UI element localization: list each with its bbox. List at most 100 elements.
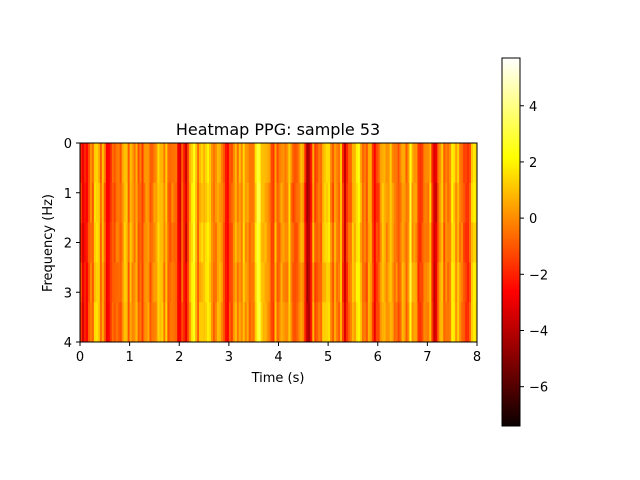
heatmap-cell: [475, 262, 478, 303]
heatmap-cell: [423, 302, 426, 343]
heatmap-cell: [89, 262, 93, 303]
heatmap-cell: [258, 222, 261, 263]
heatmap-cell: [288, 302, 291, 343]
heatmap-cell: [183, 302, 186, 343]
heatmap-cell: [381, 262, 385, 303]
heatmap-cell: [238, 143, 242, 184]
y-tick-label: 2: [64, 237, 72, 252]
heatmap-cell: [276, 302, 279, 343]
heatmap-cell: [439, 222, 442, 263]
heatmap-cell: [248, 302, 252, 343]
heatmap-cell: [89, 302, 93, 343]
heatmap-cell: [220, 182, 224, 223]
heatmap-cell: [147, 222, 150, 263]
heatmap-cell: [99, 262, 103, 303]
heatmap-cell: [373, 182, 377, 223]
heatmap-cell: [173, 182, 176, 223]
heatmap-cell: [300, 182, 303, 223]
heatmap-cell: [222, 222, 226, 263]
heatmap-cell: [377, 222, 381, 263]
heatmap-cell: [216, 262, 220, 303]
heatmap-cell: [367, 262, 371, 303]
heatmap-cell: [175, 262, 178, 303]
heatmap-cell: [177, 222, 180, 263]
heatmap-cell: [209, 262, 212, 303]
heatmap-cell: [359, 222, 363, 263]
heatmap-cell: [145, 143, 148, 184]
heatmap-cell: [105, 262, 109, 303]
heatmap-cell: [449, 302, 452, 343]
heatmap-cell: [240, 302, 244, 343]
heatmap-cell: [314, 262, 317, 303]
heatmap-cell: [107, 143, 111, 184]
heatmap-cell: [365, 262, 369, 303]
heatmap-cell: [340, 302, 343, 343]
heatmap-cell: [451, 143, 454, 184]
heatmap-cell: [220, 143, 224, 184]
heatmap-cell: [473, 143, 476, 184]
heatmap-cell: [310, 182, 313, 223]
heatmap-cell: [443, 262, 446, 303]
heatmap-cell: [127, 182, 130, 223]
heatmap-cell: [218, 143, 222, 184]
heatmap-cell: [228, 302, 232, 343]
heatmap-cell: [342, 182, 345, 223]
heatmap-cell: [278, 262, 281, 303]
heatmap-cell: [80, 302, 83, 343]
heatmap-cell: [347, 262, 351, 303]
heatmap-cell: [294, 262, 297, 303]
heatmap-cell: [258, 143, 261, 184]
heatmap-cell: [302, 182, 305, 223]
heatmap-cell: [459, 182, 462, 223]
heatmap-cell: [286, 143, 289, 184]
heatmap-cell: [143, 222, 146, 263]
heatmap-cell: [397, 143, 400, 184]
heatmap-cell: [357, 143, 361, 184]
heatmap-cell: [238, 222, 242, 263]
heatmap-cell: [302, 302, 305, 343]
heatmap-cell: [266, 262, 269, 303]
heatmap-cell: [312, 262, 315, 303]
heatmap-cell: [143, 302, 146, 343]
heatmap-cell: [421, 143, 424, 184]
heatmap-cell: [363, 143, 367, 184]
heatmap-cell: [232, 222, 236, 263]
heatmap-cell: [411, 222, 414, 263]
heatmap-cell: [173, 222, 176, 263]
colorbar-tick-label: 0: [529, 212, 537, 227]
heatmap-cell: [123, 143, 126, 184]
heatmap-cell: [137, 182, 140, 223]
heatmap-cell: [226, 262, 230, 303]
heatmap-cell: [338, 182, 341, 223]
heatmap-cell: [383, 143, 386, 184]
heatmap-cell: [447, 182, 450, 223]
heatmap-cell: [197, 182, 200, 223]
heatmap-cell: [240, 182, 244, 223]
heatmap-cell: [340, 182, 343, 223]
heatmap-cell: [109, 182, 113, 223]
heatmap-cell: [87, 222, 91, 263]
heatmap-cell: [387, 182, 390, 223]
heatmap-cell: [165, 222, 168, 263]
heatmap-cell: [101, 222, 105, 263]
heatmap-cell: [439, 302, 442, 343]
heatmap-cell: [199, 302, 202, 343]
heatmap-cell: [300, 222, 303, 263]
heatmap-cell: [195, 143, 198, 184]
heatmap-cell: [115, 262, 119, 303]
heatmap-cell: [242, 302, 246, 343]
heatmap-cell: [207, 222, 210, 263]
heatmap-cell: [435, 302, 438, 343]
heatmap-cell: [133, 302, 136, 343]
heatmap-cell: [228, 143, 232, 184]
heatmap-cell: [340, 143, 343, 184]
heatmap-cell: [133, 182, 136, 223]
heatmap-cell: [246, 302, 250, 343]
heatmap-cell: [272, 302, 275, 343]
heatmap-cell: [344, 143, 347, 184]
heatmap-cell: [361, 262, 365, 303]
heatmap-cell: [340, 222, 343, 263]
heatmap-cell: [199, 143, 202, 184]
heatmap-cell: [97, 302, 101, 343]
heatmap-cell: [155, 182, 158, 223]
